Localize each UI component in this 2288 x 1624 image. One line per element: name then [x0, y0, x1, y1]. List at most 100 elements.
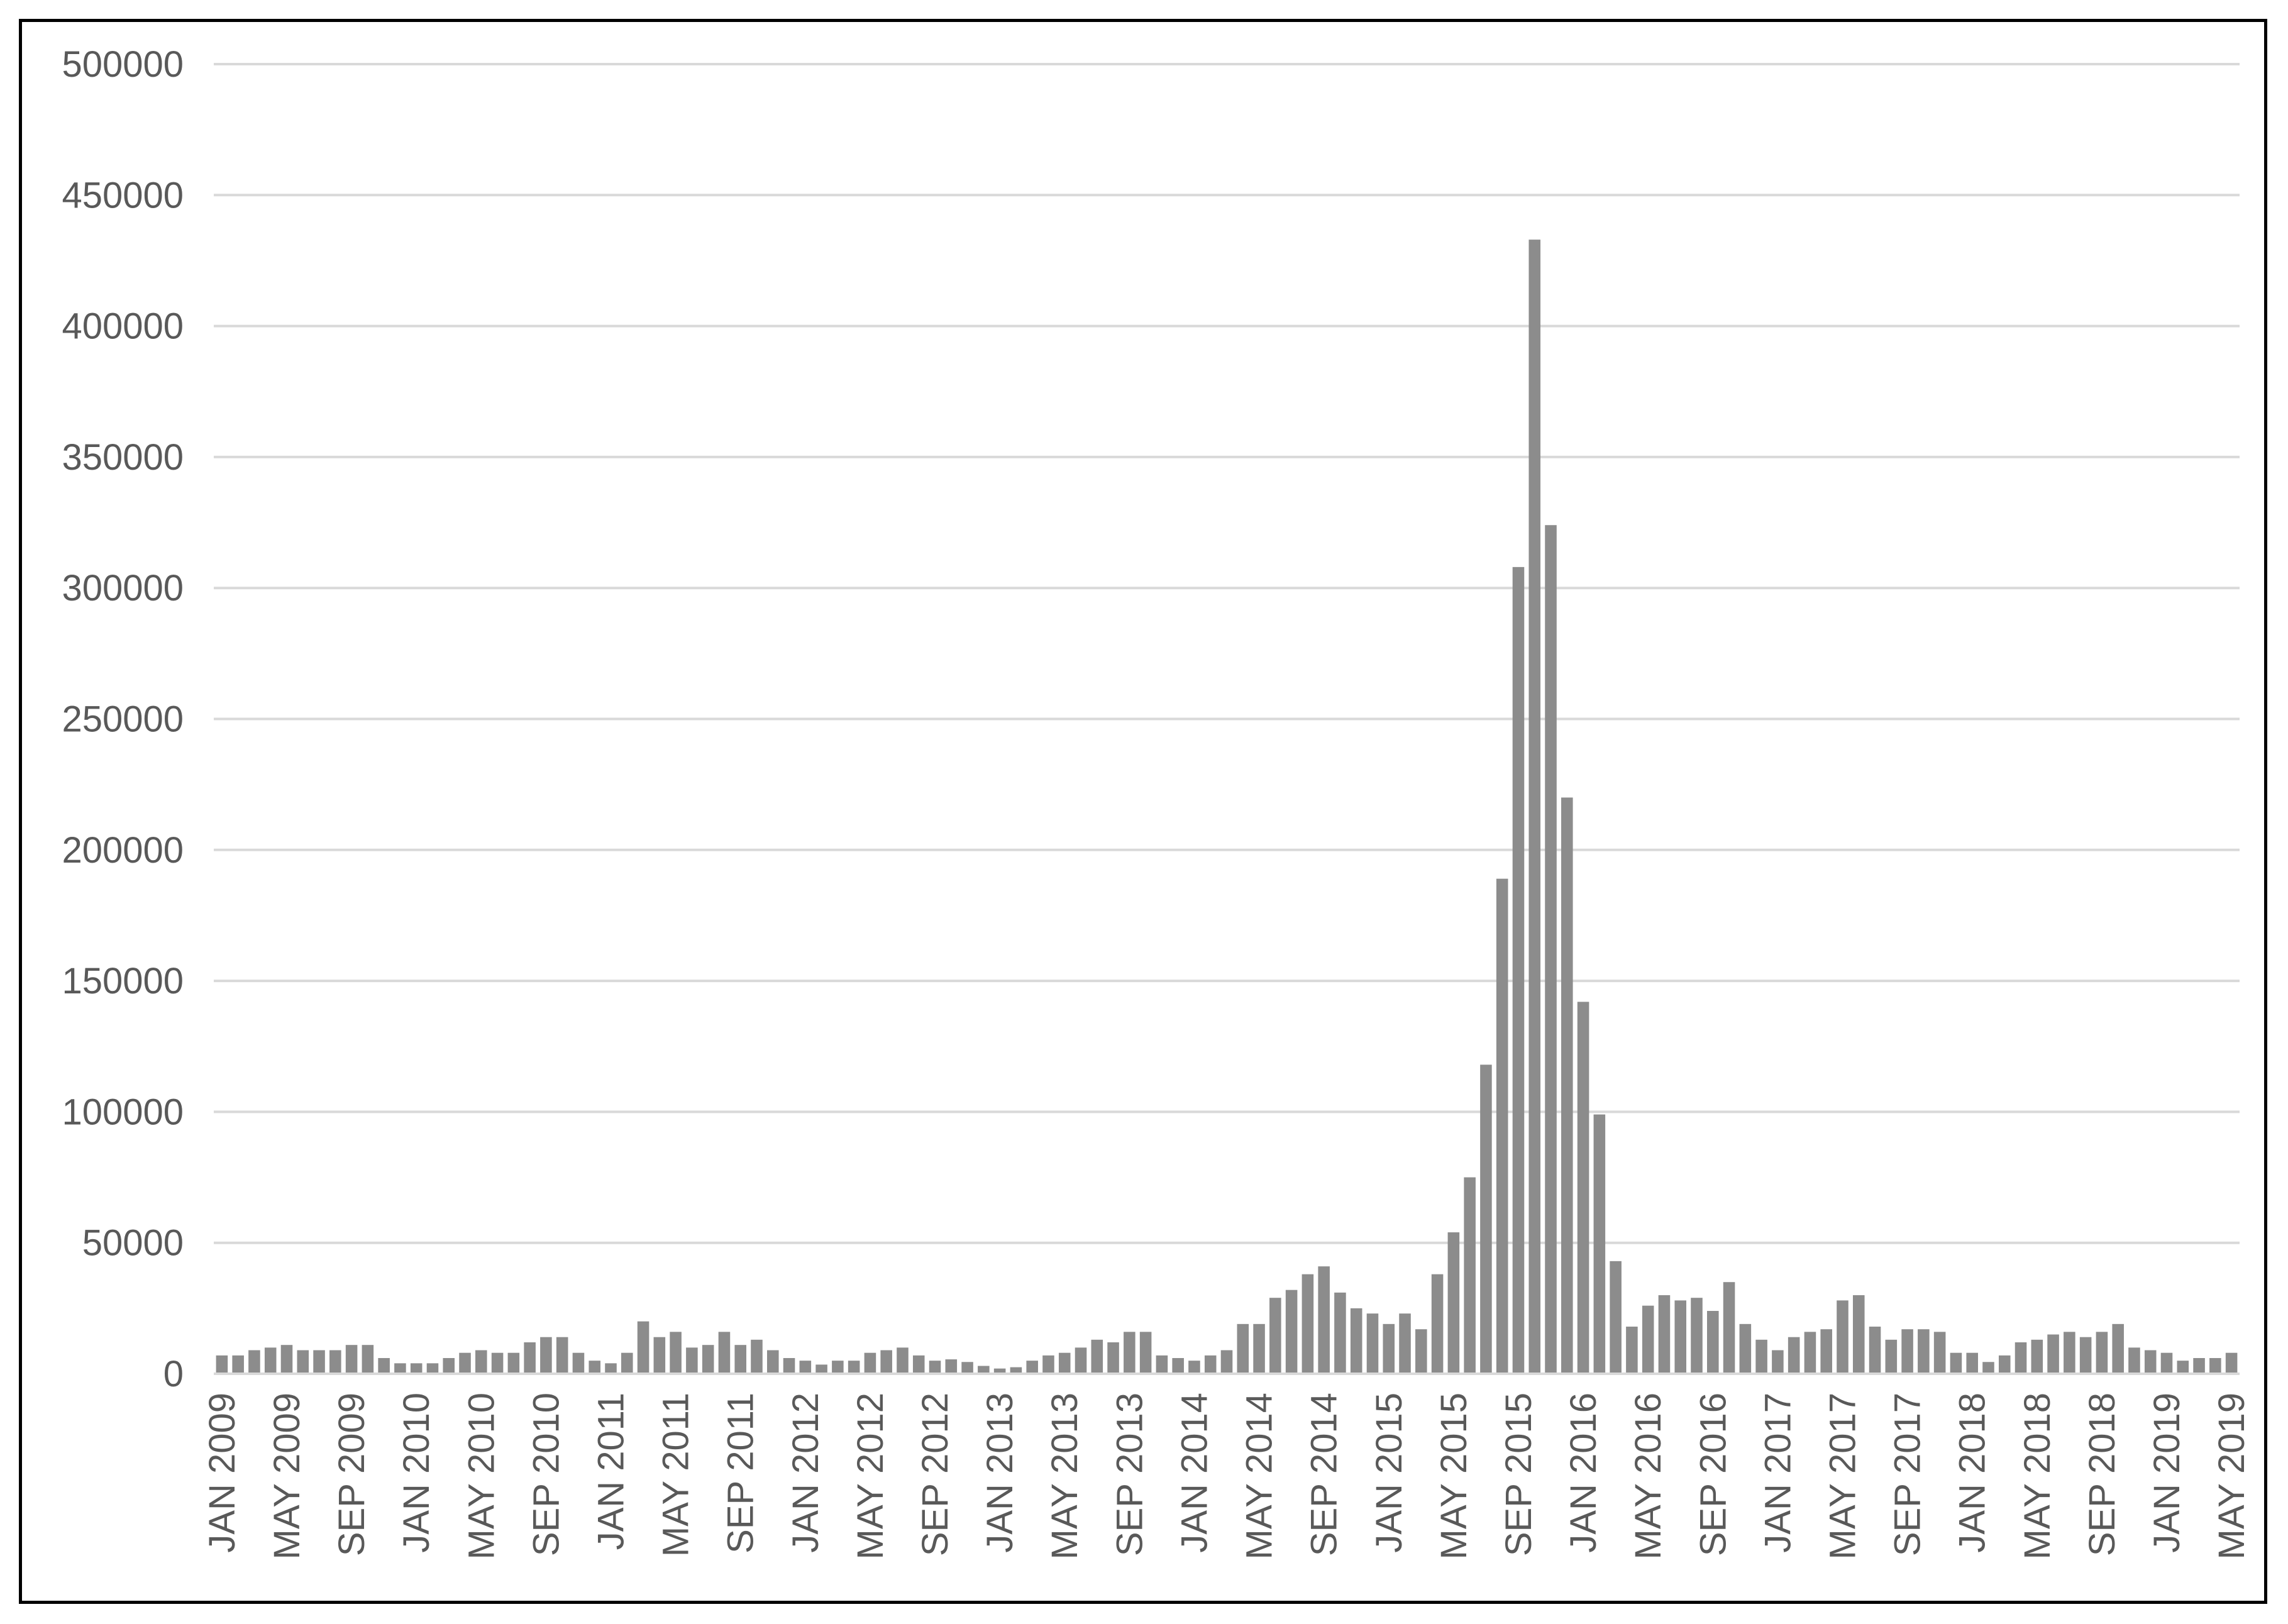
bar [1253, 1323, 1265, 1374]
bar [1415, 1329, 1427, 1374]
bar [524, 1342, 536, 1374]
bar [1755, 1339, 1767, 1374]
bar [1966, 1352, 1978, 1374]
y-tick-label: 100000 [62, 1091, 184, 1132]
bar [1528, 240, 1541, 1374]
bar [1220, 1350, 1233, 1374]
bar [1982, 1362, 1994, 1374]
bar [718, 1332, 731, 1374]
bar [2031, 1339, 2043, 1374]
y-tick-label: 500000 [62, 44, 184, 85]
bar [1350, 1308, 1362, 1374]
bar [313, 1350, 325, 1374]
x-tick-label: MAY 2011 [656, 1393, 697, 1557]
bar [1431, 1274, 1444, 1374]
bar [880, 1350, 892, 1374]
bar [475, 1350, 487, 1374]
bar [540, 1337, 552, 1374]
x-tick-label: MAY 2013 [1044, 1393, 1085, 1559]
bar [264, 1347, 277, 1374]
bar [1626, 1327, 1638, 1374]
bar [783, 1358, 795, 1374]
bar [978, 1366, 990, 1374]
bar [1399, 1313, 1411, 1374]
bar [556, 1337, 568, 1374]
bar [2177, 1361, 2189, 1374]
x-tick-label: JAN 2010 [396, 1393, 437, 1553]
bar [1366, 1313, 1379, 1374]
y-tick-label: 250000 [62, 699, 184, 740]
bar [2193, 1358, 2205, 1374]
bar [1545, 525, 1557, 1374]
bar [766, 1350, 779, 1374]
bar [1933, 1332, 1946, 1374]
x-tick-label: JAN 2011 [591, 1393, 632, 1550]
bar [1188, 1361, 1200, 1374]
bar [1674, 1300, 1687, 1374]
x-tick-label: SEP 2018 [2082, 1393, 2123, 1556]
bar [961, 1362, 973, 1374]
bar [751, 1339, 763, 1374]
x-tick-label: MAY 2017 [1822, 1393, 1863, 1559]
bar [1772, 1350, 1784, 1374]
bar [426, 1363, 439, 1374]
bar [912, 1355, 925, 1374]
bar [1091, 1339, 1103, 1374]
bar [897, 1347, 909, 1374]
bar [1610, 1261, 1622, 1374]
bar [945, 1359, 958, 1374]
bar [2047, 1334, 2059, 1374]
bar [653, 1337, 666, 1374]
bar [1950, 1352, 1962, 1374]
bar [2225, 1352, 2238, 1374]
y-tick-label: 0 [163, 1354, 184, 1395]
bar [1139, 1332, 1152, 1374]
bar [1204, 1355, 1217, 1374]
bar [1885, 1339, 1898, 1374]
bar [1383, 1323, 1395, 1374]
bar [848, 1361, 860, 1374]
x-tick-label: JAN 2018 [1952, 1393, 1993, 1553]
bar [2014, 1342, 2027, 1374]
bar [1820, 1329, 1832, 1374]
bar [1107, 1342, 1119, 1374]
bar [1691, 1298, 1703, 1374]
bar [1739, 1323, 1752, 1374]
y-tick-label: 450000 [62, 175, 184, 216]
x-tick-label: JAN 2019 [2147, 1393, 2187, 1553]
x-tick-label: MAY 2016 [1628, 1393, 1669, 1559]
bar [410, 1363, 423, 1374]
bar [1042, 1355, 1054, 1374]
bar [1918, 1329, 1930, 1374]
bar [637, 1321, 649, 1374]
bar [1172, 1358, 1184, 1374]
chart-frame: 0 50000 100000 150000 200000 250000 300000 3500… [19, 19, 2267, 1604]
y-tick-label: 350000 [62, 437, 184, 478]
x-tick-label: JAN 2014 [1174, 1393, 1215, 1553]
bar [2144, 1350, 2157, 1374]
bar [815, 1364, 827, 1374]
bar [2079, 1337, 2092, 1374]
bar [1480, 1064, 1492, 1374]
x-tick-label: SEP 2015 [1498, 1393, 1539, 1556]
bar [297, 1350, 309, 1374]
gridlines [214, 63, 2240, 1244]
bar [1075, 1347, 1087, 1374]
bar [1852, 1295, 1865, 1374]
x-tick-label: JAN 2017 [1757, 1393, 1798, 1553]
bar [1302, 1274, 1314, 1374]
bar [1010, 1367, 1022, 1374]
bar [993, 1368, 1006, 1374]
x-tick-label: JAN 2016 [1563, 1393, 1604, 1553]
bar [864, 1352, 876, 1374]
bar [362, 1345, 374, 1374]
x-tick-label: SEP 2016 [1693, 1393, 1733, 1556]
bar [394, 1363, 406, 1374]
bar-chart: 0 50000 100000 150000 200000 250000 300000 3500… [62, 44, 2252, 1559]
bar [670, 1332, 682, 1374]
bar [1723, 1282, 1735, 1374]
bar [280, 1345, 293, 1374]
y-tick-label: 200000 [62, 830, 184, 871]
bar [1658, 1295, 1671, 1374]
x-tick-label: SEP 2011 [721, 1393, 761, 1554]
